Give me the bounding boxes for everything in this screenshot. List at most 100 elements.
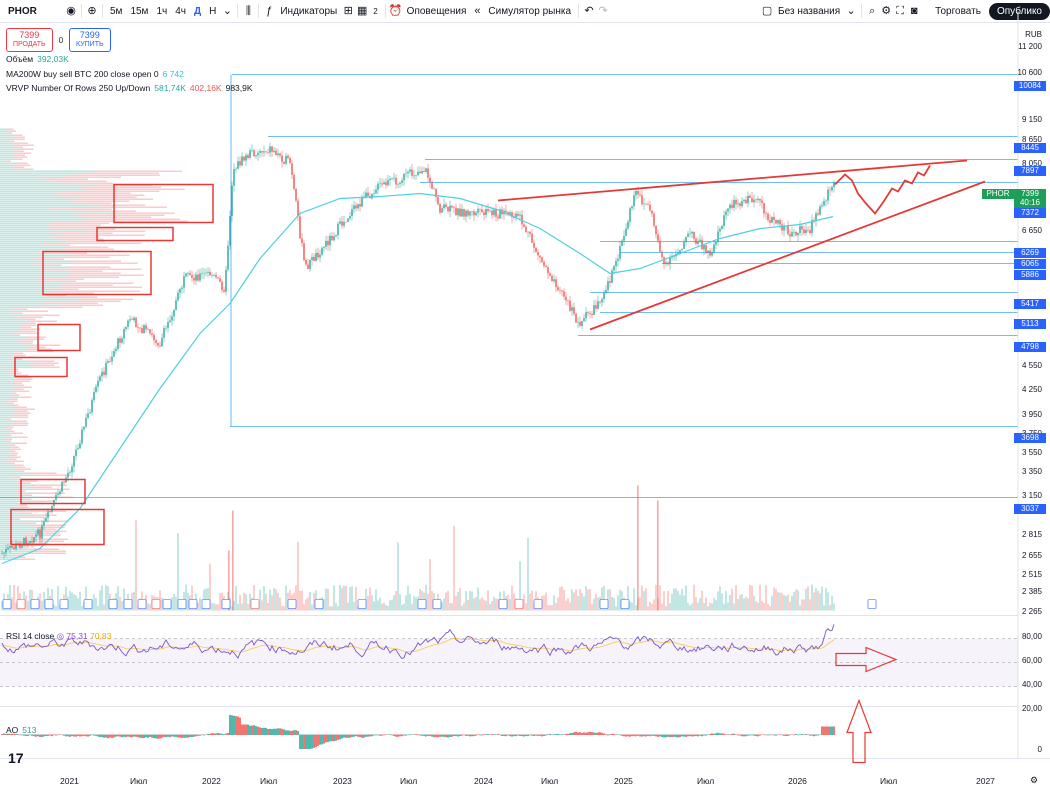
ao-bar xyxy=(409,734,411,736)
vrvp-legend[interactable]: VRVP Number Of Rows 250 Up/Down 581,74K 40… xyxy=(6,83,253,93)
vp-up-bar xyxy=(0,432,12,434)
ao-bar xyxy=(339,734,341,740)
buy-button[interactable]: 7399 КУПИТЬ xyxy=(69,28,111,52)
vp-down-bar xyxy=(37,532,60,534)
camera-icon[interactable]: ◙ xyxy=(910,5,918,17)
interval-5m[interactable]: 5м xyxy=(110,5,123,17)
volume-bar xyxy=(565,600,567,611)
ao-bar xyxy=(571,732,573,735)
vp-down-bar xyxy=(25,338,45,340)
interval-4h[interactable]: 4ч xyxy=(175,5,186,17)
add-compare-icon[interactable]: ⊕ xyxy=(87,5,97,17)
volume-bar xyxy=(589,589,591,611)
volume-bar xyxy=(285,585,287,611)
symbol-search[interactable]: PHOR xyxy=(0,0,64,22)
volume-bar xyxy=(341,587,343,611)
vp-down-bar xyxy=(59,284,113,286)
volume-bar xyxy=(123,588,125,611)
replay-button[interactable]: Симулятор рынка xyxy=(488,5,572,17)
layout-square-icon[interactable]: ▢ xyxy=(761,5,773,17)
ao-bar xyxy=(405,734,407,736)
vp-up-bar xyxy=(0,218,90,220)
ao-bar xyxy=(87,734,89,737)
candle-body xyxy=(705,245,707,253)
ao-bar xyxy=(191,734,193,738)
vp-down-bar xyxy=(35,484,68,486)
vrvp-legend-label: VRVP Number Of Rows 250 Up/Down xyxy=(6,83,151,93)
volume-bar xyxy=(297,541,299,611)
vp-down-bar xyxy=(20,522,37,524)
interval-1h[interactable]: 1ч xyxy=(156,5,168,17)
vp-up-bar xyxy=(0,390,15,392)
candle-body xyxy=(661,251,663,258)
indicators-button[interactable]: Индикаторы xyxy=(280,5,338,17)
candles-icon[interactable]: ⫼ xyxy=(245,5,251,17)
undo-icon[interactable]: ↶ xyxy=(584,5,594,17)
ao-bar xyxy=(155,734,157,739)
settings-icon[interactable]: ⚙ xyxy=(1030,775,1039,785)
volume-bar xyxy=(449,603,451,611)
candle-body xyxy=(665,262,667,265)
ao-legend[interactable]: AO 513 xyxy=(6,725,36,735)
chevron-down-icon[interactable]: ⌄ xyxy=(222,5,232,17)
ao-bar xyxy=(287,730,289,735)
interval-1w[interactable]: Н xyxy=(209,5,217,17)
redo-icon[interactable]: ↷ xyxy=(598,5,608,17)
volume-bar xyxy=(487,590,489,611)
vp-down-bar xyxy=(62,194,145,196)
ao-bar xyxy=(611,733,613,735)
candle-body xyxy=(461,208,463,217)
publish-button[interactable]: Опублико xyxy=(988,2,1050,20)
currency-label[interactable]: RUB xyxy=(1025,30,1042,39)
layouts-icon[interactable]: ▦ xyxy=(357,5,368,17)
replay-icon[interactable]: « xyxy=(474,5,481,17)
rsi-visibility-icon[interactable]: ◎ xyxy=(56,631,64,641)
fullscreen-icon[interactable]: ⛶ xyxy=(896,5,904,17)
ao-bar xyxy=(97,734,99,737)
candle-body xyxy=(251,150,253,151)
vp-up-bar xyxy=(0,280,48,282)
ao-bar xyxy=(591,732,593,735)
price-level-tag: 4798 xyxy=(1014,342,1046,352)
candle-body xyxy=(829,189,831,191)
interval-1d[interactable]: Д xyxy=(194,5,202,17)
layout-name[interactable]: Без названия xyxy=(778,5,841,17)
ao-bar xyxy=(45,734,47,736)
ao-bar xyxy=(413,734,415,735)
ao-bar xyxy=(785,734,787,737)
volume-bar xyxy=(147,603,149,611)
chevron-down-icon[interactable]: ⌄ xyxy=(846,5,856,17)
ao-bar xyxy=(221,733,223,735)
volume-bar xyxy=(679,594,681,611)
earnings-marker xyxy=(498,599,508,609)
candle-body xyxy=(653,213,655,226)
alert-icon[interactable]: ⏰ xyxy=(388,5,403,17)
eye-icon[interactable]: ◉ xyxy=(66,5,76,17)
sell-button[interactable]: 7399 ПРОДАТЬ xyxy=(6,28,53,52)
volume-legend[interactable]: Объём 392,03K xyxy=(6,54,69,64)
templates-icon[interactable]: ⊞ xyxy=(343,5,353,17)
vp-down-bar xyxy=(13,482,31,484)
ao-bar xyxy=(159,734,161,739)
candle-body xyxy=(485,209,487,216)
indicators-icon[interactable]: ƒ xyxy=(266,5,273,17)
ao-bar xyxy=(83,734,85,736)
alerts-button[interactable]: Оповещения xyxy=(406,5,467,17)
rsi-legend[interactable]: RSI 14 close ◎ 75,31 70,83 xyxy=(6,631,111,642)
candle-body xyxy=(685,236,687,242)
settings-icon[interactable]: ⚙ xyxy=(881,5,892,17)
volume-bar xyxy=(807,586,809,611)
candle-body xyxy=(433,188,435,190)
ao-legend-label: AO xyxy=(6,725,19,735)
candle-body xyxy=(831,186,833,191)
quick-search-icon[interactable]: ⌕ xyxy=(869,5,876,17)
volume-bar xyxy=(241,603,243,611)
candle-body xyxy=(105,362,107,375)
ao-bar xyxy=(179,734,181,738)
candle-body xyxy=(95,386,97,393)
trade-button[interactable]: Торговать xyxy=(935,5,981,17)
interval-15m[interactable]: 15м xyxy=(130,5,149,17)
ao-bar xyxy=(369,734,371,737)
